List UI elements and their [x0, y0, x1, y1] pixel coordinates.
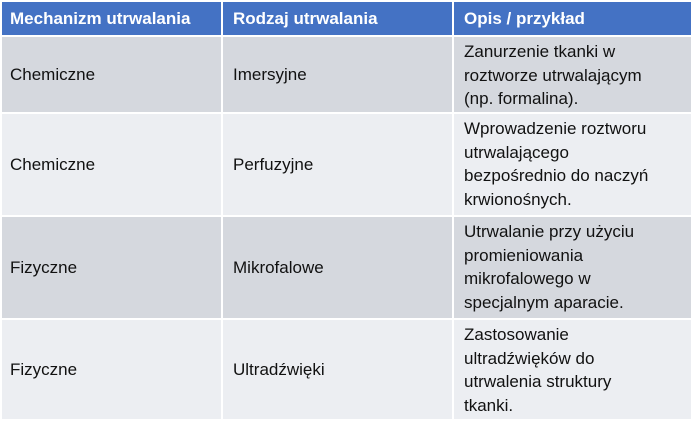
description-cell: Zanurzenie tkanki w roztworze utrwalający…	[452, 35, 691, 114]
table-row: Fizyczne Mikrofalowe Utrwalanie przy użyci…	[0, 215, 691, 320]
header-cell: Rodzaj utrwalania	[221, 0, 454, 37]
table-cell: Fizyczne	[0, 215, 223, 320]
table-cell: Ultradźwięki	[221, 318, 454, 421]
description-line: bezpośrednio do naczyń	[464, 166, 649, 185]
header-row: Mechanizm utrwalania Rodzaj utrwalania O…	[0, 0, 691, 37]
description-line: utrwalającego	[464, 142, 569, 162]
description-cell: Utrwalanie przy użyciu promieniowania mikr…	[452, 215, 691, 320]
table-cell: Chemiczne	[0, 112, 223, 217]
description-line: specjalnym aparacie.	[464, 292, 624, 312]
header-cell: Mechanizm utrwalania	[0, 0, 223, 37]
description-line: Utrwalanie przy użyciu	[464, 222, 635, 241]
table-row: Chemiczne Perfuzyjne Wprowadzenie roztworu…	[0, 112, 691, 217]
description-line: tkanki.	[464, 395, 514, 415]
description-line: Zanurzenie tkanki w	[464, 42, 616, 61]
table-cell: Mikrofalowe	[221, 215, 454, 320]
table-cell: Perfuzyjne	[221, 112, 454, 217]
description-cell: Wprowadzenie roztworu utrwalającego bezpoś…	[452, 112, 691, 217]
description-line: ultradźwięków do	[464, 348, 595, 368]
description-line: (np. formalina).	[464, 89, 579, 108]
description-line: Zastosowanie	[464, 325, 569, 344]
description-line: krwionośnych.	[464, 189, 572, 209]
description-line: roztworze utrwalającym	[464, 65, 642, 85]
description-line: Wprowadzenie roztworu	[464, 119, 647, 138]
table-cell: Chemiczne	[0, 35, 223, 114]
table-cell: Fizyczne	[0, 318, 223, 421]
header-cell: Opis / przykład	[452, 0, 691, 37]
description-line: utrwalenia struktury	[464, 372, 612, 391]
description-line: mikrofalowego w	[464, 269, 591, 288]
table-cell: Imersyjne	[221, 35, 454, 114]
table-row: Chemiczne Imersyjne Zanurzenie tkanki w roz…	[0, 35, 691, 114]
description-cell: Zastosowanie ultradźwięków do utrwalenia s…	[452, 318, 691, 421]
table-row: Fizyczne Ultradźwięki Zastosowanie ultradźw…	[0, 318, 691, 421]
description-line: promieniowania	[464, 245, 584, 265]
